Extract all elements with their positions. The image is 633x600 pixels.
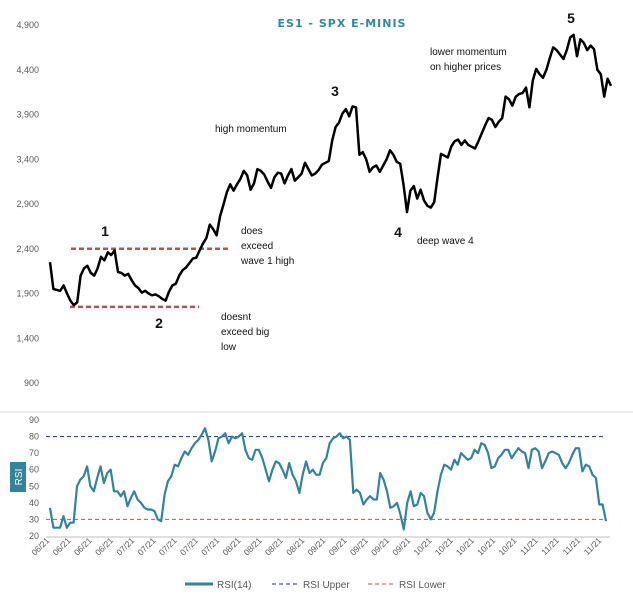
rsi-x-axis-ticks: 06/21 06/21 06/21 06/21 07/21 07/21 07/21 07/21…: [29, 535, 603, 557]
price-y-tick: 4,400: [16, 65, 39, 75]
wave-2-label: 2: [155, 315, 163, 331]
price-series-line: [48, 33, 613, 307]
rsi-x-tick: 10/21: [433, 535, 455, 557]
price-y-axis: 900 1,400 1,900 2,400 2,900 3,400 3,900 4,400 4,…: [16, 20, 39, 388]
rsi-y-tick: 30: [29, 514, 39, 524]
price-y-tick: 3,400: [16, 154, 39, 164]
wave-5-label: 5: [567, 10, 575, 26]
rsi-x-tick: 08/21: [263, 535, 285, 557]
note-does-exceed: does exceed wave 1 high: [240, 226, 294, 267]
rsi-x-tick: 07/21: [114, 535, 136, 557]
rsi-x-tick: 10/21: [411, 535, 433, 557]
price-y-tick: 3,900: [16, 110, 39, 120]
rsi-x-tick: 11/21: [539, 535, 561, 557]
rsi-y-tick: 70: [29, 448, 39, 458]
wave-4-label: 4: [394, 224, 402, 240]
rsi-x-tick: 06/21: [93, 535, 115, 557]
wave-1-label: 1: [101, 223, 109, 239]
price-y-tick: 2,400: [16, 244, 39, 254]
rsi-x-tick: 07/21: [135, 535, 157, 557]
rsi-x-tick: 10/21: [496, 535, 518, 557]
rsi-y-tick: 50: [29, 481, 39, 491]
rsi-y-axis: 20 30 40 50 60 70 80 90: [29, 415, 39, 541]
price-y-tick: 4,900: [16, 20, 39, 30]
rsi-x-tick: 06/21: [50, 535, 72, 557]
rsi-x-tick: 09/21: [326, 535, 348, 557]
legend-rsi-label: RSI(14): [217, 580, 251, 591]
chart-title: ES1 - SPX E-MINIS: [278, 17, 407, 30]
rsi-axis-tab: [10, 462, 26, 492]
rsi-x-tick: 08/21: [220, 535, 242, 557]
rsi-y-tick: 90: [29, 415, 39, 425]
rsi-x-tick: 07/21: [157, 535, 179, 557]
rsi-x-tick: 11/21: [518, 535, 540, 557]
rsi-x-tick: 07/21: [178, 535, 200, 557]
rsi-x-tick: 09/21: [390, 535, 412, 557]
rsi-x-tick: 10/21: [454, 535, 476, 557]
price-panel: ES1 - SPX E-MINIS 900 1,400 1,900 2,400 2,90…: [16, 10, 613, 388]
price-y-tick: 2,900: [16, 199, 39, 209]
rsi-x-tick: 11/21: [561, 535, 583, 557]
rsi-y-tick: 20: [29, 531, 39, 541]
note-doesnt-exceed: doesnt exceed big low: [221, 312, 269, 353]
rsi-x-tick: 09/21: [348, 535, 370, 557]
price-y-tick: 1,400: [16, 333, 39, 343]
rsi-x-tick: 07/21: [199, 535, 221, 557]
rsi-y-tick: 80: [29, 432, 39, 442]
rsi-y-tick: 40: [29, 498, 39, 508]
price-y-tick: 1,900: [16, 289, 39, 299]
rsi-series-line: [48, 427, 608, 531]
note-deep-wave-4: deep wave 4: [417, 236, 474, 247]
rsi-x-tick: 08/21: [284, 535, 306, 557]
rsi-axis-label: RSI: [14, 469, 25, 486]
rsi-x-tick: 10/21: [475, 535, 497, 557]
note-high-momentum: high momentum: [215, 124, 287, 135]
price-y-tick: 900: [24, 378, 39, 388]
rsi-x-tick: 08/21: [242, 535, 264, 557]
wave-3-label: 3: [331, 83, 339, 99]
rsi-x-tick: 11/21: [582, 535, 604, 557]
legend-upper-label: RSI Upper: [303, 580, 350, 591]
legend-lower-label: RSI Lower: [399, 580, 446, 591]
legend: RSI(14) RSI Upper RSI Lower: [185, 580, 446, 591]
rsi-y-tick: 60: [29, 465, 39, 475]
rsi-x-tick: 06/21: [72, 535, 94, 557]
note-lower-momentum: lower momentum on higher prices: [430, 47, 507, 73]
rsi-x-tick: 09/21: [305, 535, 327, 557]
rsi-x-tick: 09/21: [369, 535, 391, 557]
